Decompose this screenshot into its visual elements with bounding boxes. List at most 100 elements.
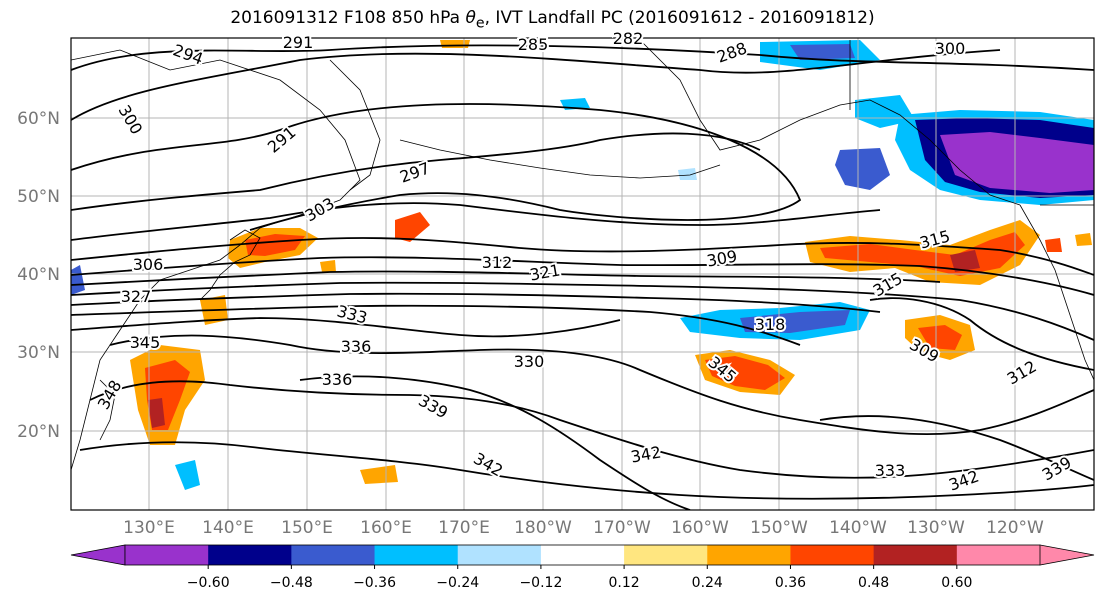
positive-region-philippines-dark (148, 398, 165, 428)
contour-16 (869, 297, 1094, 371)
lon-label-140w: 140°W (829, 518, 887, 538)
contour-label-halo-11: 327 (121, 287, 152, 306)
lon-label-120w: 120°W (986, 518, 1044, 538)
contour-label-halo-21: 330 (514, 352, 545, 371)
colorbar: −0.60 −0.48 −0.36 −0.24 −0.12 0.12 0.24 0.36 0.4… (70, 544, 1095, 591)
lon-label-160e: 160°E (360, 518, 412, 538)
contour-6 (71, 237, 1094, 276)
colorbar-tick-label-5: 0.12 (609, 575, 640, 591)
positive-region-small-6 (1075, 233, 1092, 246)
contour-label-2: 285 (518, 35, 549, 54)
lon-label-170w: 170°W (593, 518, 651, 538)
shaded-anomalies (71, 40, 1094, 490)
colorbar-extend-max (1039, 544, 1095, 566)
contour-3 (71, 103, 802, 231)
colorbar-tick-label-4: −0.12 (519, 575, 562, 591)
contour-label-halo-30: 333 (875, 461, 906, 480)
colorbar-bin-5 (540, 545, 625, 565)
coastline-north-america (1019, 204, 1094, 381)
contour-label-halo-27: 342 (629, 442, 662, 466)
positive-region-small-5 (1045, 238, 1062, 252)
lon-label-150e: 150°E (281, 518, 333, 538)
colorbar-tick-label-7: 0.36 (775, 575, 806, 591)
positive-region-southeast-core (918, 325, 962, 350)
contour-label-10: 306 (133, 255, 164, 274)
lon-label-140e: 140°E (202, 518, 254, 538)
border-canada-us (849, 40, 1094, 206)
negative-region-south (175, 460, 200, 490)
positive-region-small-7 (320, 260, 336, 272)
map-border (70, 37, 1095, 511)
colorbar-bin-8 (790, 545, 875, 565)
contour-label-1: 291 (283, 33, 314, 52)
colorbar-bin-7 (707, 545, 791, 565)
coastline-kamchatka (329, 59, 381, 191)
contour-label-22: 345 (130, 333, 161, 352)
lat-label-30n: 30°N (17, 343, 60, 363)
contour-10 (71, 292, 881, 313)
positive-region-japan-core (245, 234, 305, 256)
lat-label-60n: 60°N (17, 109, 60, 129)
contour-label-30: 333 (875, 461, 906, 480)
colorbar-bin-3 (374, 545, 459, 565)
contour-label-12: 312 (482, 253, 513, 272)
contour-15 (79, 441, 1094, 500)
negative-region-top-core (790, 44, 855, 60)
lon-label-180w: 180°W (514, 518, 572, 538)
map-content (71, 38, 1094, 510)
colorbar-bin-2 (291, 545, 376, 565)
colorbar-tick-label-0: −0.60 (187, 575, 230, 591)
negative-region-small-2 (678, 168, 697, 180)
positive-region-small-4 (440, 40, 470, 48)
colorbar-tick-label-6: 0.24 (692, 575, 723, 591)
colorbar-tick-label-8: 0.48 (858, 575, 889, 591)
contour-label-halo-5: 300 (935, 39, 966, 58)
coastline-alaska (639, 39, 1021, 206)
colorbar-bin-1 (208, 545, 292, 565)
lat-label-40n: 40°N (17, 265, 60, 285)
negative-region-alaska-north (855, 95, 915, 128)
title-theta: θ (465, 8, 476, 28)
lat-label-20n: 20°N (17, 422, 60, 442)
contour-label-21: 330 (514, 352, 545, 371)
coastline-asia (71, 49, 361, 471)
latitude-axis: 60°N 50°N 40°N 30°N 20°N (17, 109, 60, 442)
contour-label-halo-12: 312 (482, 253, 513, 272)
lon-label-150w: 150°W (750, 518, 808, 538)
contour-label-20: 336 (322, 370, 353, 389)
contour-5 (71, 202, 881, 241)
negative-region-gulf-purple (940, 132, 1094, 193)
contour-label-halo-3: 282 (613, 29, 644, 48)
colorbar-frame (124, 544, 1041, 566)
contour-12 (71, 317, 621, 338)
positive-region-east-pacific-dark (950, 250, 980, 272)
contour-label-halo-17: 318 (755, 315, 786, 334)
contour-label-19: 336 (341, 337, 372, 356)
coastline-aleutians (399, 139, 721, 179)
coastline-philippines (99, 379, 116, 441)
contour-label-11: 327 (121, 287, 152, 306)
colorbar-bin-6 (624, 545, 708, 565)
contour-13 (109, 334, 1094, 436)
lon-label-130e: 130°E (123, 518, 175, 538)
contour-17 (819, 415, 1094, 481)
contour-11 (71, 304, 801, 346)
contour-2 (71, 49, 1001, 121)
colorbar-tick-label-2: −0.36 (353, 575, 396, 591)
contour-label-halo-1: 291 (283, 33, 314, 52)
colorbar-tick-label-3: −0.24 (436, 575, 479, 591)
contour-label-halo-10: 306 (133, 255, 164, 274)
negative-region-west (71, 265, 85, 295)
colorbar-extend-min (70, 544, 126, 566)
contour-14 (89, 380, 1094, 479)
colorbar-bin-0 (125, 545, 209, 565)
contour-4 (71, 132, 761, 211)
lon-label-130w: 130°W (907, 518, 965, 538)
contour-8 (71, 270, 941, 286)
longitude-axis: 130°E 140°E 150°E 160°E 170°E 180°W 170°… (123, 518, 1044, 538)
colorbar-bin-9 (873, 545, 958, 565)
contour-9 (71, 281, 1094, 341)
positive-region-central-core (705, 356, 785, 390)
theta-e-contours (71, 44, 1094, 510)
